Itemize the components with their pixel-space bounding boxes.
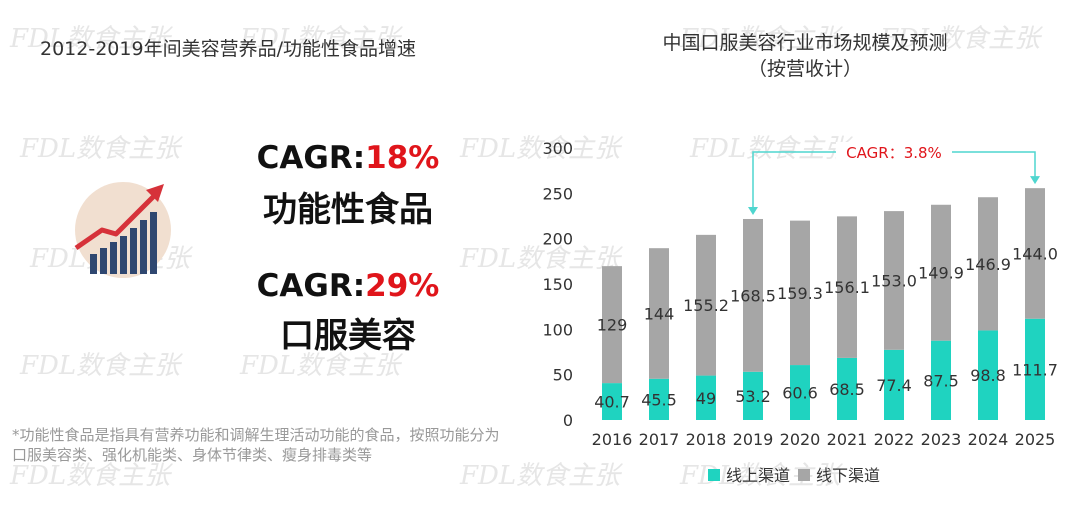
bar-online (743, 371, 763, 420)
bar-online (931, 340, 951, 420)
legend-swatch-online (708, 469, 720, 481)
label-oral-beauty: 口服美容 (280, 316, 416, 356)
cagr-note: CAGR：3.8% (846, 144, 942, 162)
online-value-label: 60.6 (782, 384, 818, 403)
online-value-label: 45.5 (641, 390, 677, 409)
chart-title: 中国口服美容行业市场规模及预测 (662, 32, 948, 54)
online-value-label: 111.7 (1012, 360, 1058, 379)
x-tick-label: 2016 (592, 430, 633, 449)
y-tick-label: 300 (542, 139, 573, 158)
offline-value-label: 156.1 (824, 278, 870, 297)
cagr-arrowhead (1030, 176, 1040, 185)
cagr-oral-beauty: CAGR:29% (238, 268, 458, 304)
x-tick-label: 2018 (686, 430, 727, 449)
y-tick-label: 0 (563, 411, 573, 430)
online-value-label: 68.5 (829, 380, 865, 399)
bar-online (1025, 318, 1045, 420)
bar-offline (931, 204, 951, 341)
offline-value-label: 149.9 (918, 264, 964, 283)
offline-value-label: 144.0 (1012, 244, 1058, 263)
online-value-label: 77.4 (876, 376, 912, 395)
cagr-prefix: CAGR: (256, 140, 366, 176)
x-tick-label: 2021 (827, 430, 868, 449)
bar-offline (790, 220, 810, 366)
y-tick-label: 50 (553, 366, 573, 385)
offline-value-label: 153.0 (871, 271, 917, 290)
bar-offline (1025, 188, 1045, 319)
y-tick-label: 150 (542, 275, 573, 294)
y-tick-label: 200 (542, 230, 573, 249)
online-value-label: 40.7 (594, 393, 630, 412)
label-functional-food: 功能性食品 (263, 190, 433, 230)
offline-value-label: 129 (597, 316, 628, 335)
legend-label-offline: 线下渠道 (816, 466, 880, 485)
bar-online (602, 383, 622, 420)
cagr-prefix: CAGR: (256, 268, 366, 304)
x-tick-label: 2017 (639, 430, 680, 449)
x-tick-label: 2025 (1015, 430, 1056, 449)
x-tick-label: 2019 (733, 430, 774, 449)
offline-value-label: 168.5 (730, 286, 776, 305)
online-value-label: 87.5 (923, 371, 959, 390)
x-tick-label: 2023 (921, 430, 962, 449)
x-tick-label: 2024 (968, 430, 1009, 449)
growth-chart-icon (72, 168, 174, 280)
online-value-label: 49 (696, 389, 716, 408)
bar-offline (649, 248, 669, 379)
bar-offline (602, 266, 622, 384)
cagr-value: 29% (365, 268, 440, 304)
bar-online (884, 349, 904, 420)
cagr-arrowhead (748, 206, 758, 215)
bar-offline (978, 197, 998, 331)
bar-online (978, 330, 998, 420)
bar-offline (884, 211, 904, 350)
x-tick-label: 2022 (874, 430, 915, 449)
cagr-functional-food: CAGR:18% (238, 140, 458, 176)
chart-subtitle: （按营收计） (747, 58, 862, 80)
cagr-value: 18% (365, 140, 440, 176)
bar-offline (837, 216, 857, 358)
y-tick-label: 250 (542, 184, 573, 203)
bar-online (837, 357, 857, 420)
bar-online (790, 365, 810, 420)
offline-value-label: 155.2 (683, 296, 729, 315)
bar-offline (696, 234, 716, 376)
legend-swatch-offline (798, 469, 810, 481)
bar-offline (743, 218, 763, 372)
cagr-note-bg (836, 142, 952, 162)
offline-value-label: 144 (644, 304, 675, 323)
offline-value-label: 146.9 (965, 255, 1011, 274)
legend-label-online: 线上渠道 (726, 466, 790, 485)
bar-online (649, 378, 669, 420)
bar-online (696, 375, 716, 420)
online-value-label: 98.8 (970, 366, 1006, 385)
online-value-label: 53.2 (735, 387, 771, 406)
left-title: 2012-2019年间美容营养品/功能性食品增速 (40, 38, 416, 60)
footnote: *功能性食品是指具有营养功能和调解生理活动功能的食品，按照功能分为口服美容类、强… (12, 426, 500, 464)
y-tick-label: 100 (542, 320, 573, 339)
offline-value-label: 159.3 (777, 284, 823, 303)
x-tick-label: 2020 (780, 430, 821, 449)
